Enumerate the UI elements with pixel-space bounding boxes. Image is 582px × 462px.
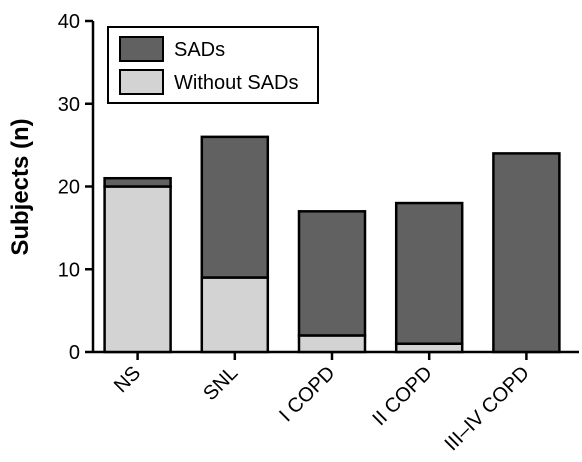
bar-segment-without-sads: [200, 276, 270, 354]
y-tick-label: 0: [69, 342, 80, 364]
bar-segment-sads: [103, 176, 172, 188]
y-tick-label: 30: [58, 94, 80, 116]
bar-segment-without-sads: [103, 185, 172, 354]
bar-segment-sads: [394, 201, 464, 345]
bar-segment-sads: [297, 210, 367, 337]
legend-swatch: [119, 69, 164, 95]
legend-swatch: [119, 36, 164, 62]
y-tick-label: 10: [58, 259, 80, 281]
bars: [103, 135, 561, 354]
legend-label: SADs: [174, 39, 225, 61]
y-tick-label: 20: [58, 177, 80, 199]
x-tick-label: SNL: [199, 362, 242, 405]
x-tick-label: III–IV COPD: [441, 362, 534, 455]
legend-label: Without SADs: [174, 72, 298, 94]
bar-segment-sads: [492, 152, 561, 354]
y-tick-label: 40: [58, 11, 80, 33]
x-tick-label: NS: [110, 362, 145, 397]
bar-segment-sads: [200, 135, 270, 279]
legend: SADs Without SADs: [107, 26, 319, 104]
y-axis-label: Subjects (n): [7, 118, 34, 255]
x-tick-label: I COPD: [275, 362, 339, 426]
bar-segment-without-sads: [297, 334, 367, 354]
x-tick-label: II COPD: [369, 362, 437, 430]
